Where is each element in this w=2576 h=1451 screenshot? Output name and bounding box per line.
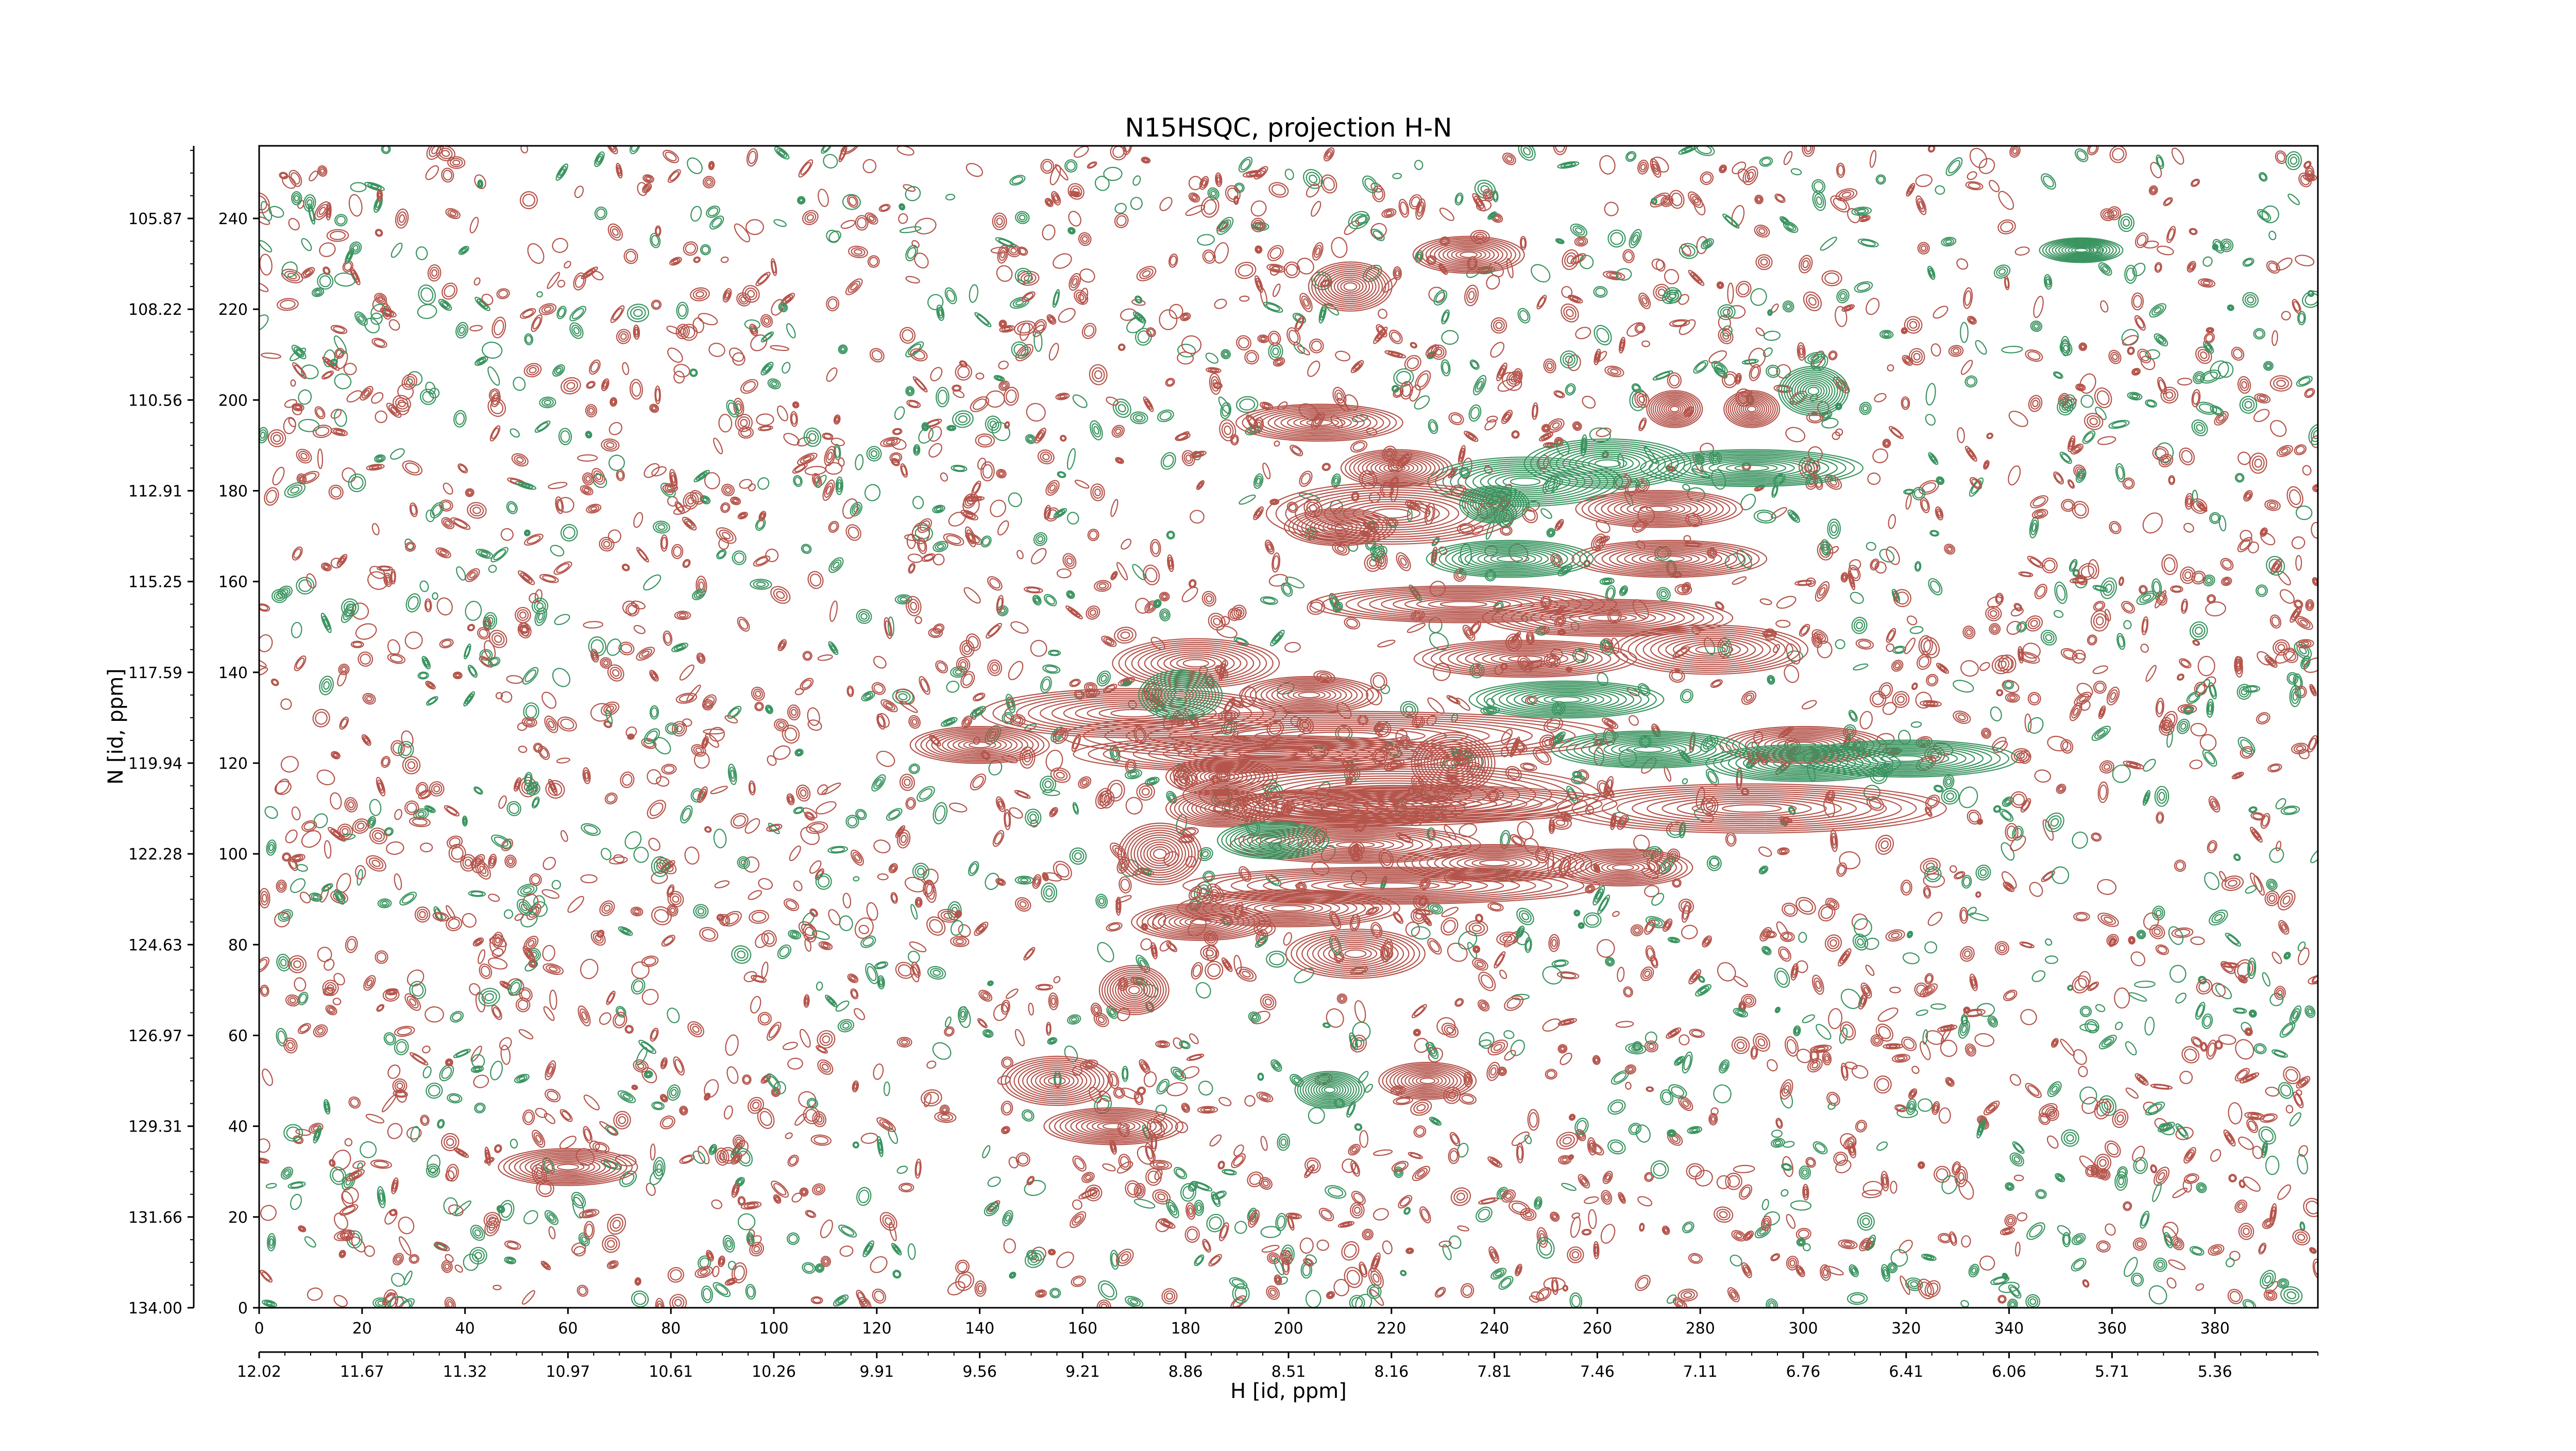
index-x-tick-label: 80 [661,1320,681,1338]
ppm-x-tick-label: 9.21 [1065,1363,1100,1381]
index-y-tick-label: 200 [218,392,248,410]
ppm-y-tick-label: 124.63 [128,936,182,954]
ppm-y-tick-label: 105.87 [128,210,182,228]
index-y-tick-label: 240 [218,210,248,228]
index-y-tick-label: 220 [218,301,248,319]
ppm-y-tick-label: 122.28 [128,846,182,864]
index-x-tick-label: 60 [558,1320,578,1338]
ppm-y-tick-label: 129.31 [128,1118,182,1136]
ppm-x-tick-label: 6.41 [1889,1363,1923,1381]
ppm-x-tick-label: 12.02 [237,1363,281,1381]
ppm-x-tick-label: 9.91 [859,1363,894,1381]
ppm-x-tick-label: 7.81 [1477,1363,1512,1381]
ppm-y-tick-label: 119.94 [128,755,182,773]
ppm-y-tick-label: 112.91 [128,482,182,500]
x-axis-title: H [id, ppm] [1230,1379,1347,1403]
ppm-x-tick-label: 10.97 [546,1363,590,1381]
index-y-tick-label: 80 [228,936,248,954]
index-x-tick-label: 280 [1686,1320,1715,1338]
ppm-y-tick-label: 110.56 [128,392,182,410]
index-y-tick-label: 20 [228,1209,248,1227]
ppm-y-tick-label: 126.97 [128,1027,182,1045]
index-x-tick-label: 360 [2097,1320,2127,1338]
index-y-tick-label: 140 [218,664,248,682]
ppm-y-tick-label: 108.22 [128,301,182,319]
index-x-tick-label: 300 [1788,1320,1818,1338]
index-x-tick-label: 20 [352,1320,372,1338]
ppm-y-tick-label: 117.59 [128,664,182,682]
ppm-x-tick-label: 11.67 [340,1363,384,1381]
index-x-tick-label: 260 [1583,1320,1612,1338]
ppm-x-tick-label: 7.11 [1683,1363,1718,1381]
index-x-tick-label: 380 [2200,1320,2230,1338]
index-x-tick-label: 100 [759,1320,788,1338]
index-x-tick-label: 200 [1274,1320,1303,1338]
index-x-tick-label: 160 [1068,1320,1097,1338]
ppm-x-tick-label: 8.51 [1272,1363,1306,1381]
ppm-x-tick-label: 10.26 [752,1363,796,1381]
index-y-tick-label: 60 [228,1027,248,1045]
ppm-y-tick-label: 131.66 [128,1209,182,1227]
ppm-x-tick-label: 8.86 [1168,1363,1203,1381]
ppm-x-tick-label: 11.32 [443,1363,487,1381]
index-x-tick-label: 320 [1891,1320,1921,1338]
ppm-x-tick-label: 5.71 [2095,1363,2129,1381]
ppm-y-tick-label: 115.25 [128,573,182,592]
index-x-tick-label: 40 [455,1320,475,1338]
y-axis-title: N [id, ppm] [104,668,128,785]
ppm-x-tick-label: 8.16 [1374,1363,1409,1381]
ppm-y-tick-label: 134.00 [128,1300,182,1318]
index-y-tick-label: 100 [218,846,248,864]
chart-title: N15HSQC, projection H-N [1125,113,1452,143]
index-x-tick-label: 240 [1480,1320,1509,1338]
ppm-x-tick-label: 9.56 [962,1363,997,1381]
index-x-tick-label: 120 [862,1320,891,1338]
index-x-tick-label: 0 [254,1320,264,1338]
ppm-x-tick-label: 10.61 [649,1363,693,1381]
index-x-tick-label: 180 [1171,1320,1200,1338]
index-y-tick-label: 160 [218,573,248,592]
ppm-x-tick-label: 5.36 [2198,1363,2232,1381]
index-y-tick-label: 120 [218,755,248,773]
index-y-tick-label: 40 [228,1118,248,1136]
index-y-tick-label: 0 [238,1300,248,1318]
ppm-x-tick-label: 6.76 [1786,1363,1821,1381]
index-y-tick-label: 180 [218,482,248,500]
index-x-tick-label: 340 [1994,1320,2024,1338]
index-x-tick-label: 220 [1377,1320,1406,1338]
index-x-tick-label: 140 [965,1320,994,1338]
ppm-x-tick-label: 7.46 [1580,1363,1615,1381]
ppm-x-tick-label: 6.06 [1992,1363,2026,1381]
